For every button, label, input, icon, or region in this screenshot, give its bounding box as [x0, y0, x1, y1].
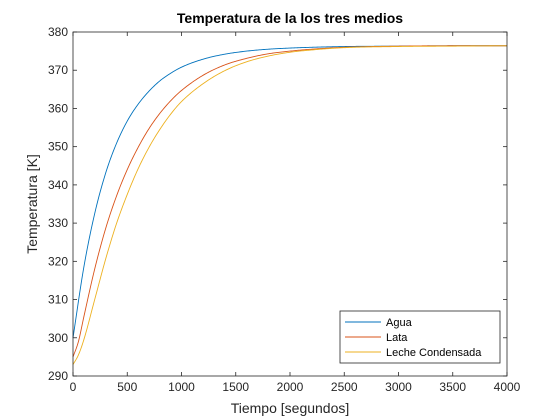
chart-title: Temperatura de la los tres medios [177, 10, 403, 26]
y-tick-label: 340 [48, 178, 68, 192]
y-tick-label: 330 [48, 216, 68, 230]
y-tick-label: 370 [48, 63, 68, 77]
y-axis-label: Temperatura [K] [24, 154, 40, 254]
y-tick-label: 360 [48, 101, 68, 115]
y-tick-label: 320 [48, 254, 68, 268]
series-line-3 [72, 45, 508, 365]
legend: Agua Lata Leche Condensada [339, 310, 501, 364]
y-tick-label: 380 [48, 25, 68, 39]
y-tick-label: 300 [48, 331, 68, 345]
x-tick-label: 1000 [168, 380, 195, 394]
series-layer [72, 45, 508, 365]
y-tick-label: 290 [48, 369, 68, 383]
legend-label-1: Agua [386, 317, 413, 329]
legend-label-3: Leche Condensada [386, 347, 482, 359]
x-tick-label: 1500 [222, 380, 249, 394]
x-tick-label: 2000 [277, 380, 304, 394]
x-axis: 0 500 1000 1500 2000 2500 3000 3500 4000 [70, 32, 521, 394]
y-tick-label: 350 [48, 140, 68, 154]
y-axis: 290 300 310 320 330 340 350 360 370 380 [48, 25, 507, 383]
x-tick-label: 3000 [385, 380, 412, 394]
y-tick-label: 310 [48, 293, 68, 307]
x-tick-label: 0 [70, 380, 77, 394]
x-tick-label: 4000 [494, 380, 521, 394]
x-tick-label: 2500 [331, 380, 358, 394]
x-tick-label: 500 [117, 380, 137, 394]
x-axis-label: Tiempo [segundos] [231, 400, 350, 416]
x-tick-label: 3500 [439, 380, 466, 394]
legend-label-2: Lata [386, 332, 408, 344]
